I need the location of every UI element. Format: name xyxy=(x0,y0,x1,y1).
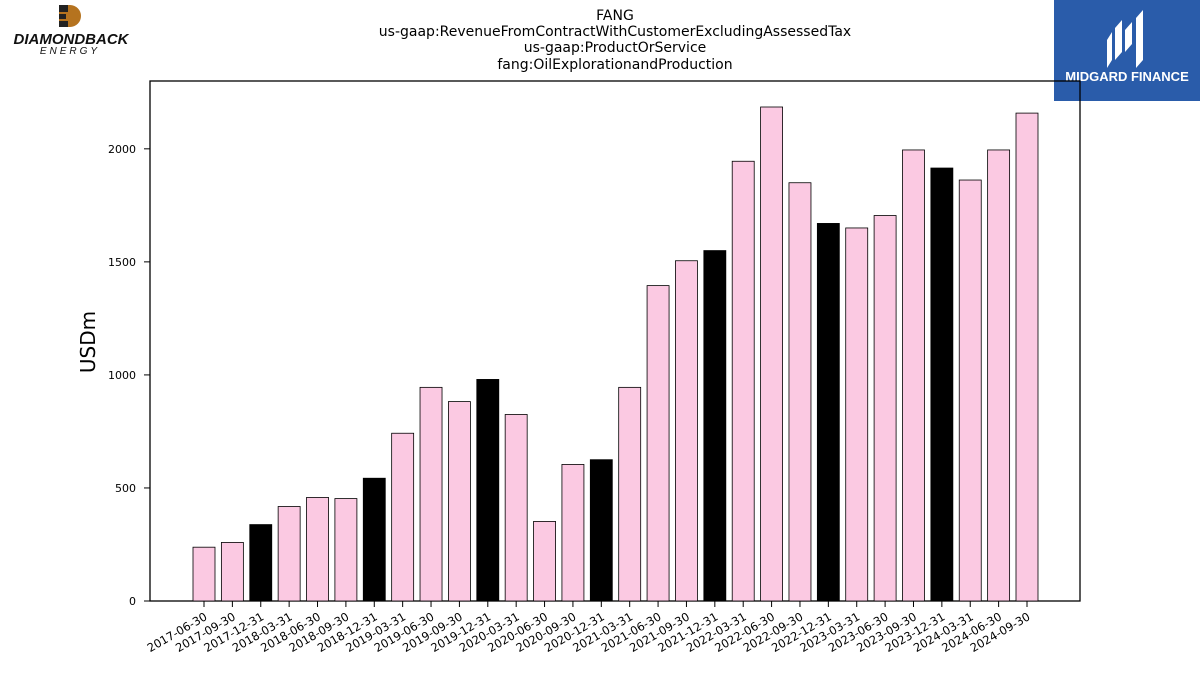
chart-title-member: fang:OilExplorationandProduction xyxy=(497,57,733,73)
bar-2020-09-30 xyxy=(561,464,585,602)
diamondback-logo: DIAMONDBACK ENERGY xyxy=(4,4,139,57)
bar-2020-12-31 xyxy=(589,459,613,602)
y-tick-label: 1000 xyxy=(108,369,136,382)
x-ticks-group: 2017-06-302017-09-302017-12-312018-03-31… xyxy=(145,601,1033,655)
bar-2023-06-30 xyxy=(873,215,897,602)
y-tick-label: 500 xyxy=(115,482,136,495)
midgard-logo-icon xyxy=(1107,10,1143,68)
bar-2024-03-31 xyxy=(958,179,982,602)
midgard-wordmark: MIDGARD FINANCE xyxy=(1065,69,1189,84)
bar-2022-06-30 xyxy=(760,106,783,602)
bar-2023-12-31 xyxy=(930,167,954,602)
bar-2021-12-31 xyxy=(703,250,727,602)
bar-2019-12-31 xyxy=(476,379,500,602)
bar-2024-06-30 xyxy=(987,149,1011,602)
bar-2021-09-30 xyxy=(675,260,698,602)
bar-2017-09-30 xyxy=(220,542,244,602)
bar-2017-06-30 xyxy=(192,546,216,602)
y-tick-label: 0 xyxy=(129,595,136,608)
y-tick-label: 2000 xyxy=(108,143,136,156)
diamondback-logo-icon: DIAMONDBACK ENERGY xyxy=(14,5,130,57)
bar-2019-03-31 xyxy=(391,432,415,602)
bar-2019-06-30 xyxy=(419,386,443,602)
bar-2022-09-30 xyxy=(788,182,812,602)
midgard-logo: MIDGARD FINANCE xyxy=(1054,0,1200,101)
plot-frame xyxy=(149,80,1081,602)
bar-2023-09-30 xyxy=(902,149,925,602)
bar-2021-06-30 xyxy=(646,285,670,602)
diamondback-wordmark: DIAMONDBACK xyxy=(14,31,130,48)
bar-2020-06-30 xyxy=(533,521,556,602)
y-ticks-group: 0 500 1000 1500 2000 xyxy=(108,143,150,608)
bar-2018-12-31 xyxy=(362,477,386,602)
chart-title-concept: us-gaap:RevenueFromContractWithCustomerE… xyxy=(378,24,852,40)
chart-title-axis: us-gaap:ProductOrService xyxy=(523,40,707,56)
bar-2022-03-31 xyxy=(731,160,755,602)
bar-2018-09-30 xyxy=(334,498,358,602)
y-tick-label: 1500 xyxy=(108,256,136,269)
bar-2017-12-31 xyxy=(249,524,273,602)
y-axis-label: USDm xyxy=(76,311,100,373)
bar-2023-03-31 xyxy=(845,227,869,602)
bar-2020-03-31 xyxy=(504,414,528,602)
bar-2018-06-30 xyxy=(306,497,329,602)
diamondback-subtext: ENERGY xyxy=(40,46,100,56)
bar-2019-09-30 xyxy=(448,401,471,602)
bar-2021-03-31 xyxy=(618,386,642,602)
bar-2022-12-31 xyxy=(816,223,840,602)
bar-2018-03-31 xyxy=(277,506,301,602)
bars-group xyxy=(192,106,1039,602)
bar-2024-09-30 xyxy=(1015,112,1039,602)
chart-title-ticker: FANG xyxy=(596,8,634,24)
